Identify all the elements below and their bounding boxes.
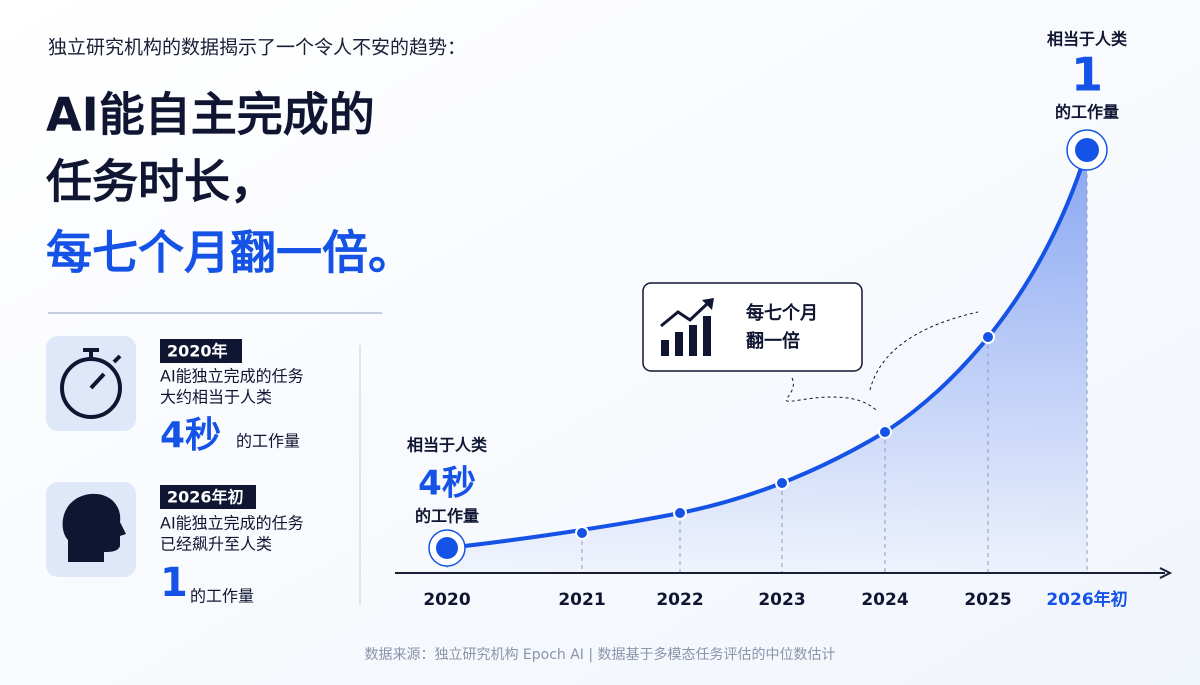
amount: 1 [160,560,188,606]
area [447,150,1087,573]
card-line: AI能独立完成的任务 [160,514,304,533]
head-icon [62,493,126,562]
point [878,425,892,439]
card-line: 大约相当于人类 [160,388,272,407]
callout [642,282,863,372]
axis-arrow [1159,567,1173,579]
year-label: 2026年初 [1046,589,1127,610]
point [981,330,995,344]
chart-icon [660,298,714,356]
callout-text: 翻一倍 [746,330,800,352]
subtitle: 独立研究机构的数据揭示了一个令人不安的趋势： [48,37,466,59]
year-label: 2021 [558,590,605,610]
point [575,526,589,540]
start-label: 相当于人类 [407,436,488,455]
point [673,506,687,520]
year-label: 2022 [656,590,703,610]
callout-arrow [869,311,979,391]
year-label: 2023 [758,590,805,610]
title-line: AI能自主完成的 [46,88,375,142]
tag-text: 2026年初 [167,488,244,507]
unit: 的工作量 [190,587,254,606]
end-amount: 1 [1071,48,1103,102]
callout-text: 每七个月 [746,302,818,324]
highlight-dot [436,537,458,559]
year-label: 2025 [964,590,1011,610]
start-amount: 4秒 [418,464,476,504]
highlight-dot [1075,138,1099,162]
year-label: 2020 [423,590,470,610]
start-label: 的工作量 [415,507,479,526]
year-label: 2024 [861,590,908,610]
end-label: 的工作量 [1055,103,1119,122]
tag-text: 2020年 [167,342,228,361]
unit: 的工作量 [236,432,300,451]
stopwatch-icon [60,348,122,419]
tag [160,339,242,363]
source: 数据来源：独立研究机构 Epoch AI | 数据基于多模态任务评估的中位数估计 [364,646,835,663]
end-label: 相当于人类 [1047,30,1128,49]
tag [160,485,256,509]
card-line: 已经飙升至人类 [160,535,272,554]
point [775,476,789,490]
title-line: 任务时长， [46,155,276,209]
title-line: 每七个月翻一倍。 [46,226,414,280]
callout-arrow [785,377,877,411]
amount: 4秒 [160,415,221,456]
card-line: AI能独立完成的任务 [160,367,304,386]
